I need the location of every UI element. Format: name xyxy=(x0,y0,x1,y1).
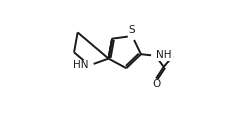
Text: NH: NH xyxy=(156,50,172,60)
Text: HN: HN xyxy=(73,60,89,70)
Text: S: S xyxy=(129,25,136,35)
Text: O: O xyxy=(152,79,160,89)
